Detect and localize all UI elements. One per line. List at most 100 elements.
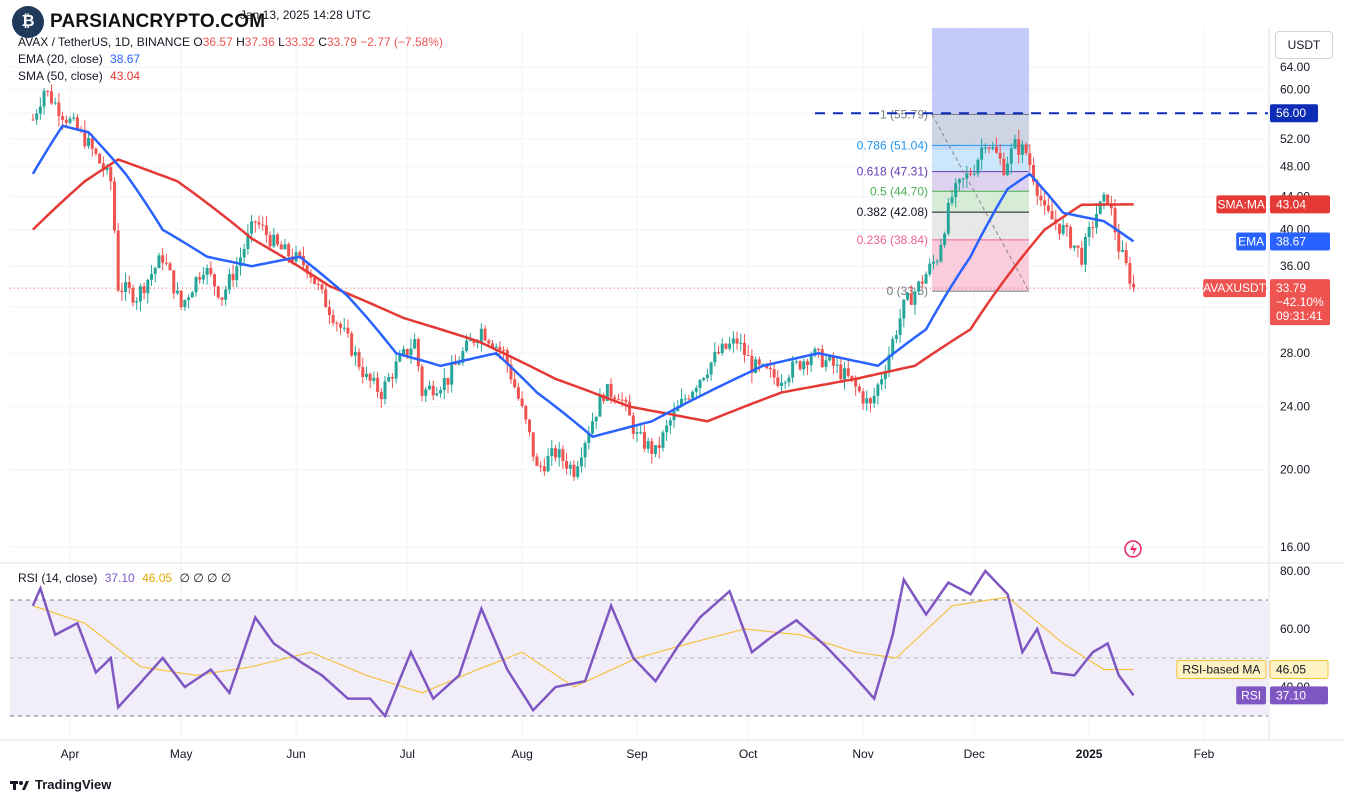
candle-body	[479, 328, 483, 342]
candle-body	[898, 318, 902, 336]
candle-body	[164, 262, 168, 264]
candle-body	[613, 397, 617, 400]
candle-body	[739, 342, 743, 344]
candle-body	[1028, 153, 1032, 166]
candle-body	[843, 368, 847, 380]
candle-body	[216, 286, 220, 298]
tag-avaxusdt-extra-0: −42.10%	[1276, 295, 1324, 309]
candle-body	[650, 441, 654, 454]
candle-body	[583, 443, 587, 458]
candle-body	[1035, 181, 1039, 196]
candle-body	[535, 456, 539, 466]
candle-body	[446, 377, 450, 385]
candle-body	[179, 290, 183, 308]
candle-body	[605, 383, 609, 401]
ema-line	[31, 124, 1135, 439]
candle-body	[175, 290, 179, 294]
fib-zone-0.236	[932, 239, 1029, 292]
candle-body	[787, 377, 791, 383]
candle-body	[609, 383, 613, 398]
candle-body	[657, 445, 661, 448]
candle-body	[331, 315, 335, 324]
candle-body	[865, 398, 869, 404]
candle-body	[820, 349, 824, 368]
tag-avaxusdt-name-tag	[1203, 279, 1266, 298]
rsi-legend-label: RSI (14, close)	[18, 571, 98, 585]
candle-body	[746, 355, 750, 357]
time-tick-label: Jul	[400, 747, 415, 761]
candle-body	[946, 202, 950, 234]
candle-body	[313, 277, 317, 284]
fib-label-0.236: 0.236 (38.84)	[857, 233, 928, 247]
candle-body	[768, 368, 772, 370]
price-tick-label: 52.00	[1280, 132, 1310, 146]
candle-body	[390, 376, 394, 379]
candle-body	[679, 398, 683, 407]
candle-body	[342, 327, 346, 329]
candle-body	[327, 307, 331, 316]
candle-body	[987, 147, 991, 149]
time-tick-label: Oct	[739, 747, 758, 761]
candle-body	[957, 179, 961, 184]
candle-body	[783, 382, 787, 384]
brand-logo: ₿ PARSIANCRYPTO.COM	[12, 5, 272, 39]
candle-body	[439, 389, 443, 394]
candle-body	[353, 351, 357, 356]
candle-body	[598, 394, 602, 417]
candle-body	[42, 90, 46, 107]
candle-body	[465, 340, 469, 351]
candle-body	[1091, 227, 1095, 229]
ohlc-value-L: 33.32	[284, 35, 315, 49]
candle-body	[516, 387, 520, 399]
candle-body	[850, 375, 854, 379]
candle-body	[557, 449, 561, 458]
price-tick-label: 16.00	[1280, 540, 1310, 554]
candle-body	[413, 339, 417, 349]
candle-body	[902, 299, 906, 319]
flash-icon-ring	[1124, 540, 1142, 558]
candle-body	[68, 118, 72, 123]
candle-body	[46, 90, 50, 92]
symbol-title: AVAX / TetherUS, 1D, BINANCE	[18, 35, 191, 49]
flash-icon-bolt	[1130, 543, 1137, 556]
candle-body	[242, 248, 246, 258]
ohlc-values: O36.57 H37.36 L33.32 C33.79	[193, 35, 356, 49]
currency-unit-button[interactable]: USDT	[1275, 31, 1333, 59]
candle-body	[283, 244, 287, 250]
rsi-legend-extra: ∅ ∅ ∅ ∅	[179, 571, 232, 585]
candle-body	[394, 361, 398, 379]
candle-body	[1069, 227, 1073, 248]
candle-body	[402, 349, 406, 355]
candle-body	[654, 445, 658, 454]
candle-body	[817, 348, 821, 350]
candle-body	[87, 138, 91, 147]
hline-value-tag	[1270, 104, 1318, 123]
candle-body	[683, 398, 687, 400]
candle-body	[687, 398, 691, 400]
candle-body	[61, 116, 65, 120]
candle-body	[961, 178, 965, 180]
candle-body	[183, 300, 187, 308]
candle-body	[980, 147, 984, 160]
candle-body	[887, 354, 891, 373]
candle-body	[94, 148, 98, 154]
candle-body	[628, 401, 632, 416]
candle-body	[546, 456, 550, 472]
candle-body	[709, 362, 713, 375]
candle-body	[1132, 283, 1136, 288]
candle-body	[361, 367, 365, 377]
candle-body	[90, 138, 94, 149]
candle-body	[861, 391, 865, 404]
candle-body	[791, 361, 795, 378]
ema-legend: EMA (20, close) 38.67	[18, 52, 140, 66]
candle-body	[57, 102, 61, 117]
rsi-legend-value: 37.10	[104, 571, 135, 585]
candle-body	[846, 368, 850, 376]
candle-body	[1124, 250, 1128, 264]
candle-body	[213, 274, 217, 287]
candle-body	[146, 279, 150, 294]
candle-body	[631, 415, 635, 434]
candle-body	[350, 333, 354, 356]
candle-body	[431, 385, 435, 396]
